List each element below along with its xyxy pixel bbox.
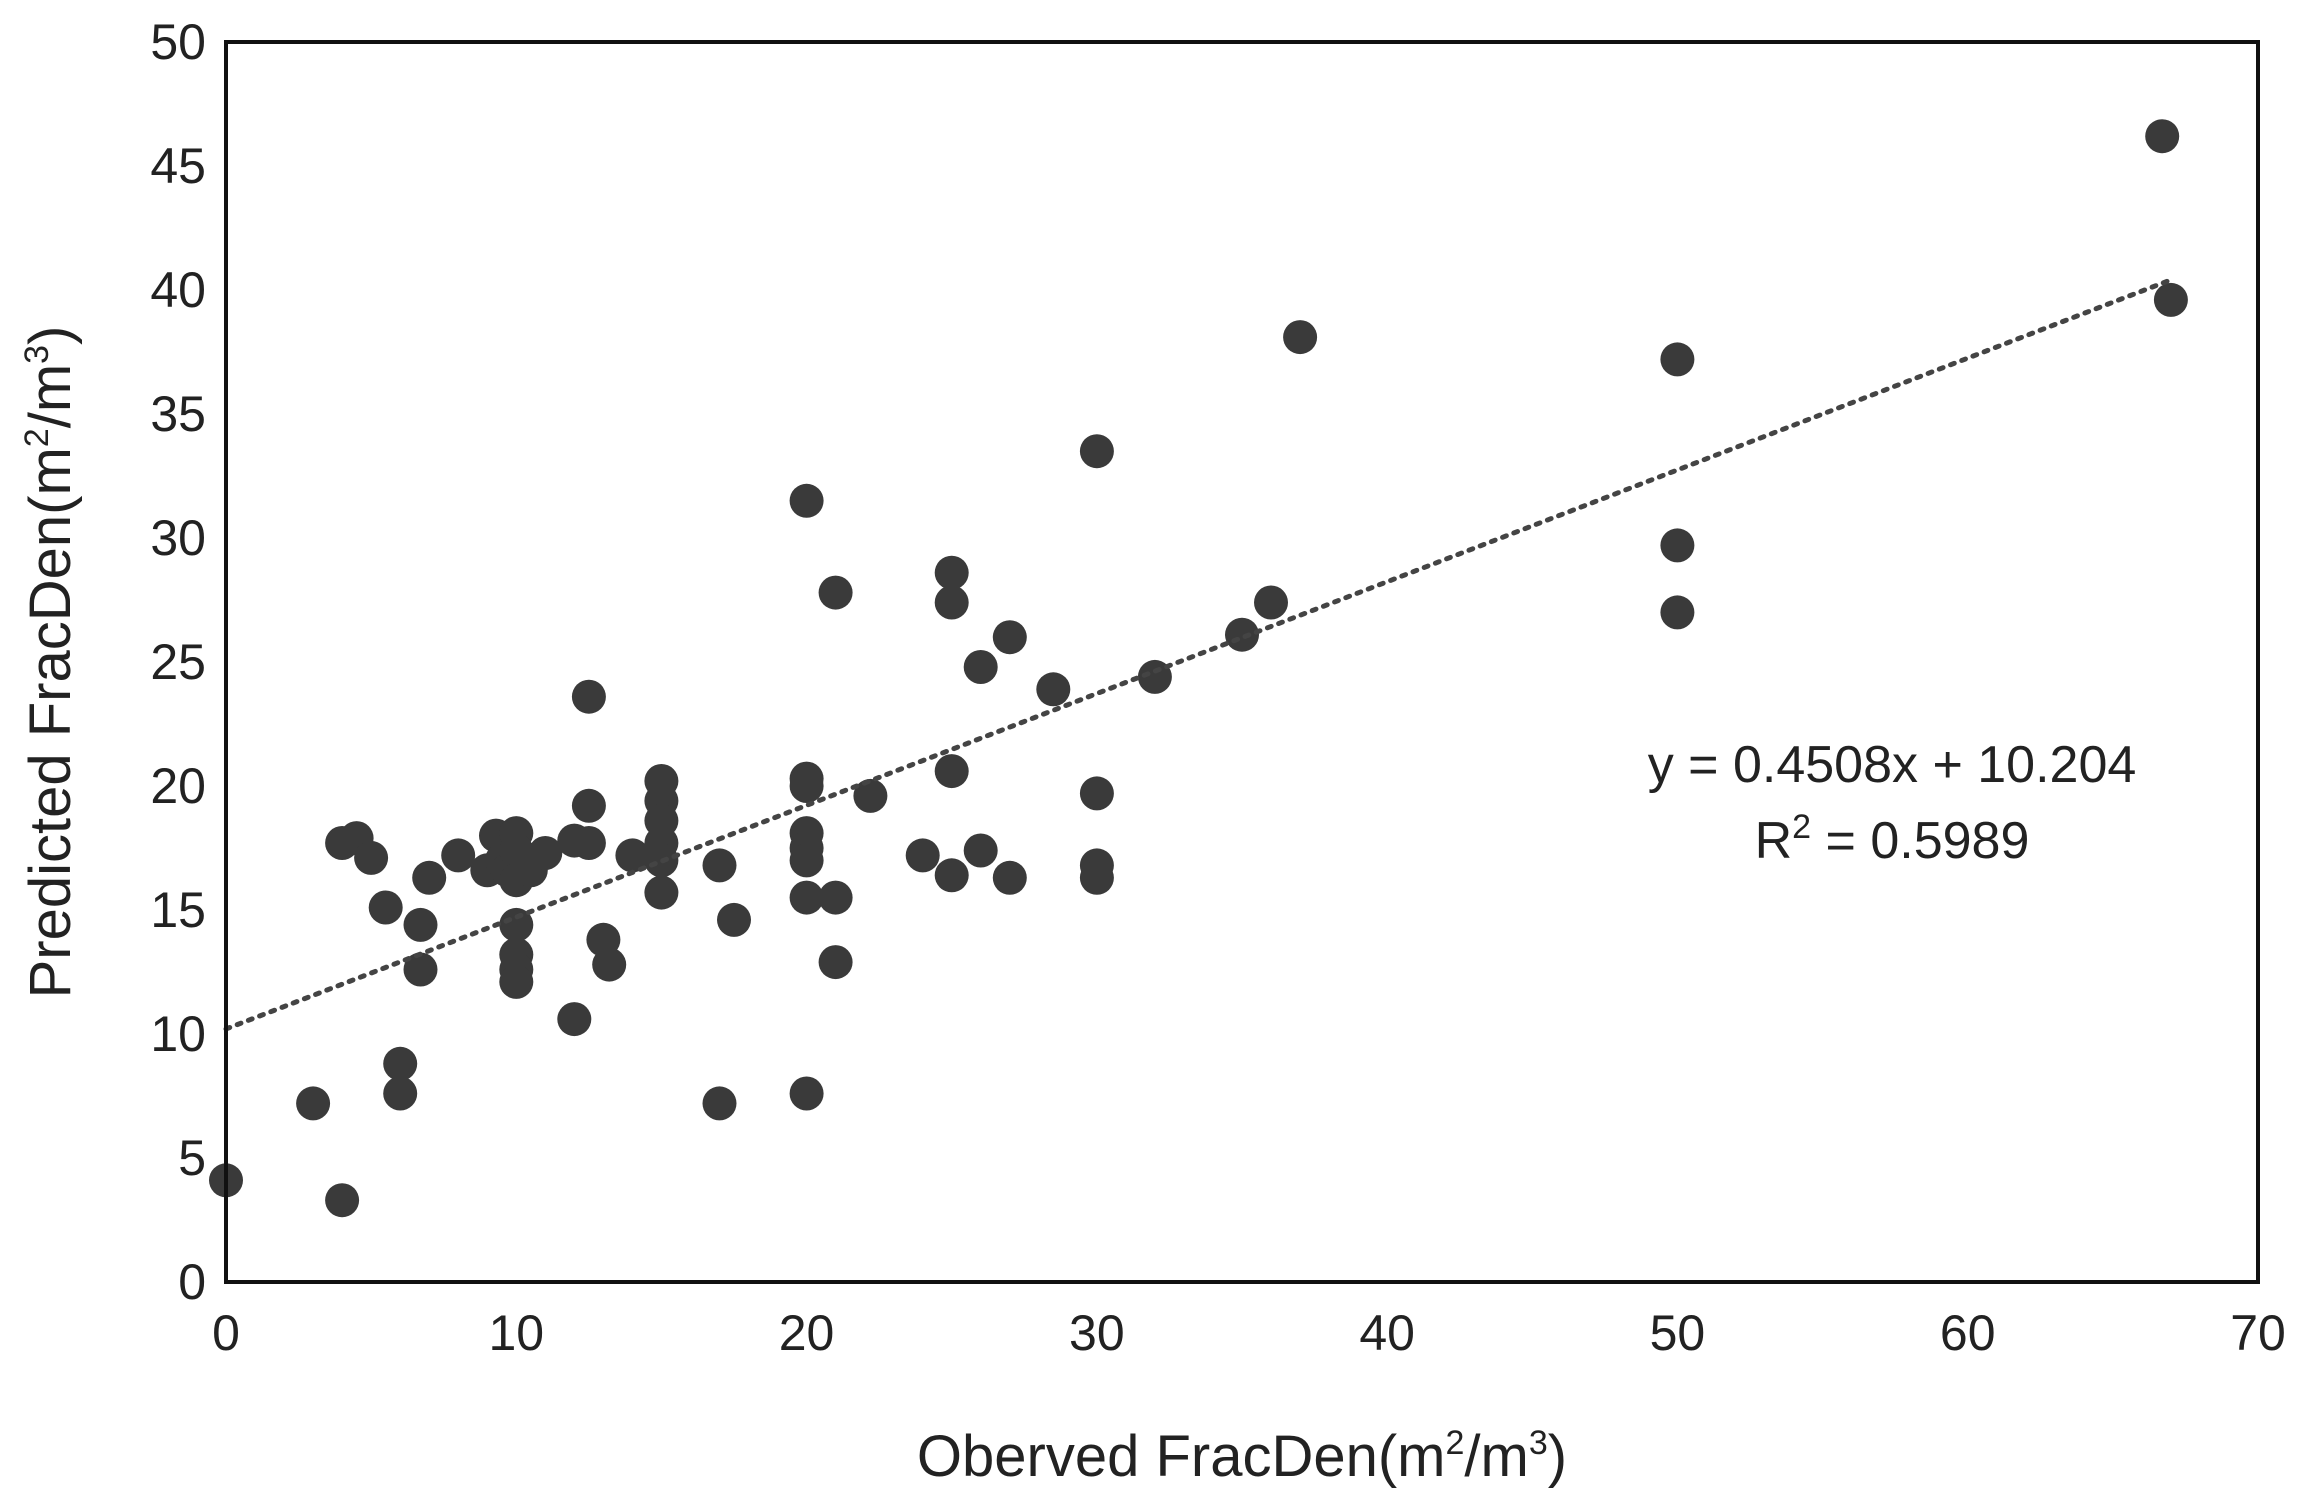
y-tick-label: 15 bbox=[150, 882, 206, 938]
x-axis-title-sup2: 3 bbox=[1529, 1424, 1548, 1462]
x-tick-label: 40 bbox=[1359, 1305, 1415, 1361]
x-tick-label: 70 bbox=[2230, 1305, 2286, 1361]
y-tick-label: 45 bbox=[150, 138, 206, 194]
r-squared-symbol: R bbox=[1755, 812, 1793, 870]
data-point bbox=[1079, 860, 1114, 895]
data-point bbox=[2145, 119, 2180, 154]
data-point bbox=[789, 1076, 824, 1111]
y-axis-title-sup2: 3 bbox=[18, 345, 56, 364]
data-point bbox=[992, 860, 1027, 895]
data-point bbox=[2153, 282, 2188, 317]
y-tick-label: 20 bbox=[150, 758, 206, 814]
data-point bbox=[717, 902, 751, 937]
x-axis-title-end: ) bbox=[1548, 1424, 1567, 1489]
data-point bbox=[1660, 528, 1695, 563]
r-squared-sup: 2 bbox=[1792, 808, 1811, 846]
data-point bbox=[905, 838, 940, 873]
data-point bbox=[403, 907, 438, 942]
data-point bbox=[296, 1086, 331, 1121]
data-point bbox=[818, 945, 853, 980]
data-point bbox=[528, 836, 563, 870]
plot-area-border bbox=[224, 40, 2260, 1284]
y-tick-label: 35 bbox=[150, 386, 206, 442]
data-point bbox=[934, 555, 969, 590]
data-point bbox=[557, 1002, 592, 1037]
y-tick-label: 10 bbox=[150, 1006, 206, 1062]
data-point bbox=[934, 754, 969, 789]
r-squared-value: = 0.5989 bbox=[1811, 812, 2029, 870]
x-axis-title: Oberved FracDen(m2/m3) bbox=[917, 1424, 1567, 1489]
data-point bbox=[412, 860, 447, 895]
y-axis-title-end: ) bbox=[18, 326, 83, 345]
x-axis-ticks: 0 10 20 30 40 50 60 70 bbox=[212, 1305, 2286, 1361]
x-tick-label: 20 bbox=[779, 1305, 835, 1361]
r-squared-label: R2 = 0.5989 bbox=[1755, 808, 2030, 870]
data-point bbox=[818, 880, 853, 915]
data-points bbox=[209, 119, 2188, 1218]
data-point bbox=[441, 838, 476, 873]
data-point bbox=[818, 575, 853, 610]
data-point bbox=[963, 833, 998, 868]
data-point bbox=[383, 1076, 418, 1111]
y-axis-title: Predicted FracDen(m2/m3) bbox=[18, 326, 83, 999]
data-point bbox=[354, 840, 389, 875]
data-point bbox=[702, 1086, 737, 1121]
y-axis-title-sup1: 2 bbox=[18, 428, 56, 447]
data-point bbox=[853, 778, 888, 813]
data-point bbox=[615, 838, 650, 873]
data-point bbox=[592, 947, 627, 982]
data-point bbox=[403, 952, 438, 987]
x-tick-label: 50 bbox=[1650, 1305, 1706, 1361]
data-point bbox=[368, 890, 403, 925]
trendline-equation: y = 0.4508x + 10.204 bbox=[1648, 736, 2137, 794]
y-tick-label: 0 bbox=[178, 1254, 206, 1310]
data-point bbox=[499, 907, 534, 942]
y-axis-title-mid: /m bbox=[18, 364, 83, 428]
data-point bbox=[644, 875, 679, 910]
y-tick-label: 40 bbox=[150, 262, 206, 318]
data-point bbox=[571, 826, 606, 860]
data-point bbox=[1225, 617, 1259, 652]
data-point bbox=[1254, 585, 1288, 620]
data-point bbox=[1137, 659, 1172, 694]
y-axis-ticks: 0 5 10 15 20 25 30 35 40 45 50 bbox=[150, 14, 206, 1310]
y-tick-label: 25 bbox=[150, 634, 206, 690]
x-tick-label: 10 bbox=[488, 1305, 544, 1361]
x-tick-label: 30 bbox=[1069, 1305, 1125, 1361]
data-point bbox=[702, 848, 737, 883]
y-tick-label: 30 bbox=[150, 510, 206, 566]
data-point bbox=[325, 1183, 360, 1218]
data-point bbox=[571, 679, 606, 714]
y-axis-title-main: Predicted FracDen(m bbox=[18, 447, 83, 998]
data-point bbox=[789, 769, 824, 803]
data-point bbox=[1079, 776, 1114, 811]
data-point bbox=[1036, 672, 1071, 707]
data-point bbox=[383, 1046, 418, 1081]
x-axis-title-main: Oberved FracDen(m bbox=[917, 1424, 1446, 1489]
data-point bbox=[1660, 595, 1695, 630]
data-point bbox=[499, 964, 534, 999]
data-point bbox=[992, 620, 1027, 655]
data-point bbox=[789, 843, 824, 878]
data-point bbox=[1079, 434, 1114, 469]
data-point bbox=[1283, 320, 1318, 355]
trendline bbox=[223, 277, 2174, 1032]
data-point bbox=[963, 650, 998, 684]
data-point bbox=[934, 585, 969, 620]
x-axis-title-sup1: 2 bbox=[1446, 1424, 1465, 1462]
data-point bbox=[571, 788, 606, 823]
data-point bbox=[789, 880, 824, 915]
y-tick-label: 50 bbox=[150, 14, 206, 70]
x-tick-label: 0 bbox=[212, 1305, 240, 1361]
data-point bbox=[1660, 342, 1695, 377]
x-tick-label: 60 bbox=[1940, 1305, 1996, 1361]
y-tick-label: 5 bbox=[178, 1130, 206, 1186]
data-point bbox=[789, 483, 824, 518]
x-axis-title-mid: /m bbox=[1464, 1424, 1528, 1489]
data-point bbox=[934, 858, 969, 893]
